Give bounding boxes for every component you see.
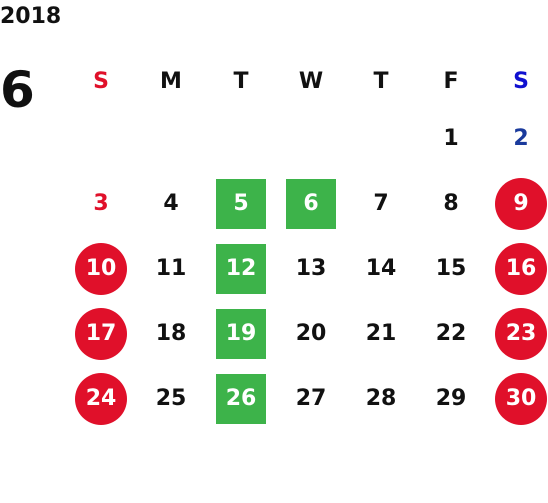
day-number: 2 bbox=[513, 126, 529, 151]
day-cell bbox=[66, 106, 136, 171]
day-cell[interactable]: 21 bbox=[346, 301, 416, 366]
day-cell[interactable]: 29 bbox=[416, 366, 486, 431]
day-number: 19 bbox=[216, 308, 266, 359]
day-number: 22 bbox=[435, 321, 467, 346]
day-cell[interactable]: 26 bbox=[206, 366, 276, 431]
day-cell[interactable]: 27 bbox=[276, 366, 346, 431]
day-number: 3 bbox=[93, 191, 109, 216]
day-cell[interactable]: 1 bbox=[416, 106, 486, 171]
day-cell[interactable]: 6 bbox=[276, 171, 346, 236]
day-cell[interactable]: 15 bbox=[416, 236, 486, 301]
day-number: 1 bbox=[443, 126, 459, 151]
day-number bbox=[216, 114, 266, 164]
day-cell[interactable]: 3 bbox=[66, 171, 136, 236]
day-number: 26 bbox=[216, 373, 266, 424]
day-number bbox=[146, 114, 196, 164]
weekday-header: F bbox=[443, 68, 459, 94]
weekday-header: S bbox=[513, 68, 529, 94]
day-cell[interactable]: 5 bbox=[206, 171, 276, 236]
day-number: 17 bbox=[75, 307, 127, 360]
day-cell[interactable]: 16 bbox=[486, 236, 548, 301]
day-number: 8 bbox=[443, 191, 459, 216]
day-cell[interactable]: 19 bbox=[206, 301, 276, 366]
day-number: 4 bbox=[163, 191, 179, 216]
day-cell[interactable]: 18 bbox=[136, 301, 206, 366]
day-number: 11 bbox=[155, 256, 187, 281]
day-number: 25 bbox=[155, 386, 187, 411]
day-cell[interactable]: 9 bbox=[486, 171, 548, 236]
day-number bbox=[76, 114, 126, 164]
day-number: 7 bbox=[373, 191, 389, 216]
day-cell bbox=[136, 106, 206, 171]
day-number: 30 bbox=[495, 372, 547, 425]
day-number bbox=[286, 114, 336, 164]
day-cell[interactable]: 22 bbox=[416, 301, 486, 366]
day-number: 6 bbox=[286, 178, 336, 229]
day-number: 13 bbox=[295, 256, 327, 281]
day-number: 10 bbox=[75, 242, 127, 295]
weekday-header: T bbox=[373, 68, 389, 94]
day-number bbox=[356, 114, 406, 164]
day-cell[interactable]: 12 bbox=[206, 236, 276, 301]
day-cell[interactable]: 10 bbox=[66, 236, 136, 301]
day-number: 9 bbox=[495, 177, 547, 230]
day-cell[interactable]: 4 bbox=[136, 171, 206, 236]
day-cell[interactable]: 30 bbox=[486, 366, 548, 431]
day-cell[interactable]: 20 bbox=[276, 301, 346, 366]
day-cell bbox=[206, 106, 276, 171]
day-cell[interactable]: 28 bbox=[346, 366, 416, 431]
weekday-header: S bbox=[93, 68, 109, 94]
day-number: 16 bbox=[495, 242, 547, 295]
day-cell[interactable]: 2 bbox=[486, 106, 548, 171]
day-number: 12 bbox=[216, 243, 266, 294]
day-cell[interactable]: 11 bbox=[136, 236, 206, 301]
day-cell[interactable]: 13 bbox=[276, 236, 346, 301]
day-cell bbox=[276, 106, 346, 171]
day-number: 21 bbox=[365, 321, 397, 346]
day-cell[interactable]: 14 bbox=[346, 236, 416, 301]
day-cell[interactable]: 8 bbox=[416, 171, 486, 236]
day-number: 29 bbox=[435, 386, 467, 411]
year-label: 2018 bbox=[0, 4, 62, 29]
day-number: 5 bbox=[216, 178, 266, 229]
day-number: 23 bbox=[495, 307, 547, 360]
day-number: 14 bbox=[365, 256, 397, 281]
day-cell[interactable]: 7 bbox=[346, 171, 416, 236]
day-number: 20 bbox=[295, 321, 327, 346]
day-number: 27 bbox=[295, 386, 327, 411]
day-cell bbox=[346, 106, 416, 171]
day-cell[interactable]: 25 bbox=[136, 366, 206, 431]
calendar-grid: S M T W T F S 1 2 3 4 5 6 7 8 9 10 11 12 13 14 15 16 17 18 19 20 21… bbox=[66, 56, 548, 431]
weekday-header: M bbox=[160, 68, 182, 94]
day-number: 18 bbox=[155, 321, 187, 346]
day-number: 15 bbox=[435, 256, 467, 281]
day-cell[interactable]: 17 bbox=[66, 301, 136, 366]
day-number: 28 bbox=[365, 386, 397, 411]
day-number: 24 bbox=[75, 372, 127, 425]
day-cell[interactable]: 24 bbox=[66, 366, 136, 431]
weekday-header: W bbox=[298, 68, 324, 94]
day-cell[interactable]: 23 bbox=[486, 301, 548, 366]
month-label: 6 bbox=[0, 61, 35, 119]
weekday-header: T bbox=[233, 68, 249, 94]
